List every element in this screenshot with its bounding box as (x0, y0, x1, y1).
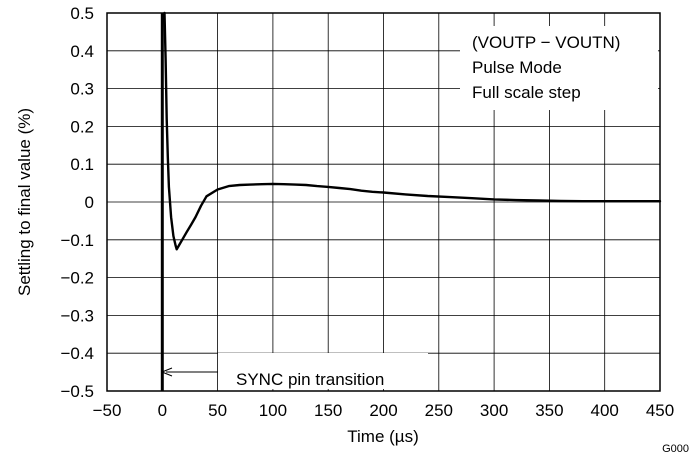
legend-line-1: (VOUTP − VOUTN) (472, 33, 620, 52)
x-tick-label: 300 (480, 401, 508, 420)
x-tick-label: 450 (646, 401, 674, 420)
annotation-box (218, 353, 428, 389)
series-line (163, 11, 662, 251)
y-tick-label: −0.2 (60, 269, 94, 288)
legend-line-2: Pulse Mode (472, 58, 562, 77)
x-tick-labels: −50 0 50 100 150 200 250 300 350 400 450 (93, 401, 675, 420)
legend-line-3: Full scale step (472, 83, 581, 102)
x-axis-label: Time (µs) (347, 427, 419, 446)
y-tick-label: 0.4 (70, 42, 94, 61)
y-tick-label: 0.5 (70, 4, 94, 23)
legend-box (460, 26, 658, 110)
x-tick-label: 350 (535, 401, 563, 420)
x-tick-label: 150 (314, 401, 342, 420)
y-tick-labels: 0.5 0.4 0.3 0.2 0.1 0 −0.1 −0.2 −0.3 −0.4 −0.5 (60, 4, 94, 401)
x-tick-label: 50 (208, 401, 227, 420)
y-tick-label: 0.3 (70, 80, 94, 99)
y-tick-label: 0.2 (70, 117, 94, 136)
x-tick-label: 0 (158, 401, 167, 420)
y-tick-label: −0.5 (60, 382, 94, 401)
data-layer (160, 11, 662, 391)
annotation-label: SYNC pin transition (236, 370, 384, 389)
x-tick-label: 250 (425, 401, 453, 420)
y-tick-label: 0 (85, 193, 94, 212)
legend-background (460, 26, 658, 110)
x-tick-label: 100 (259, 401, 287, 420)
y-tick-label: −0.3 (60, 306, 94, 325)
x-tick-label: 200 (369, 401, 397, 420)
annotation-arrowhead (161, 367, 173, 377)
x-tick-label: 400 (591, 401, 619, 420)
y-tick-label: −0.1 (60, 231, 94, 250)
y-tick-label: 0.1 (70, 155, 94, 174)
y-axis-label: Settling to final value (%) (15, 108, 34, 296)
figure-id: G000 (662, 443, 689, 455)
x-tick-label: −50 (93, 401, 122, 420)
plot-frame (106, 12, 661, 392)
y-tick-label: −0.4 (60, 344, 94, 363)
